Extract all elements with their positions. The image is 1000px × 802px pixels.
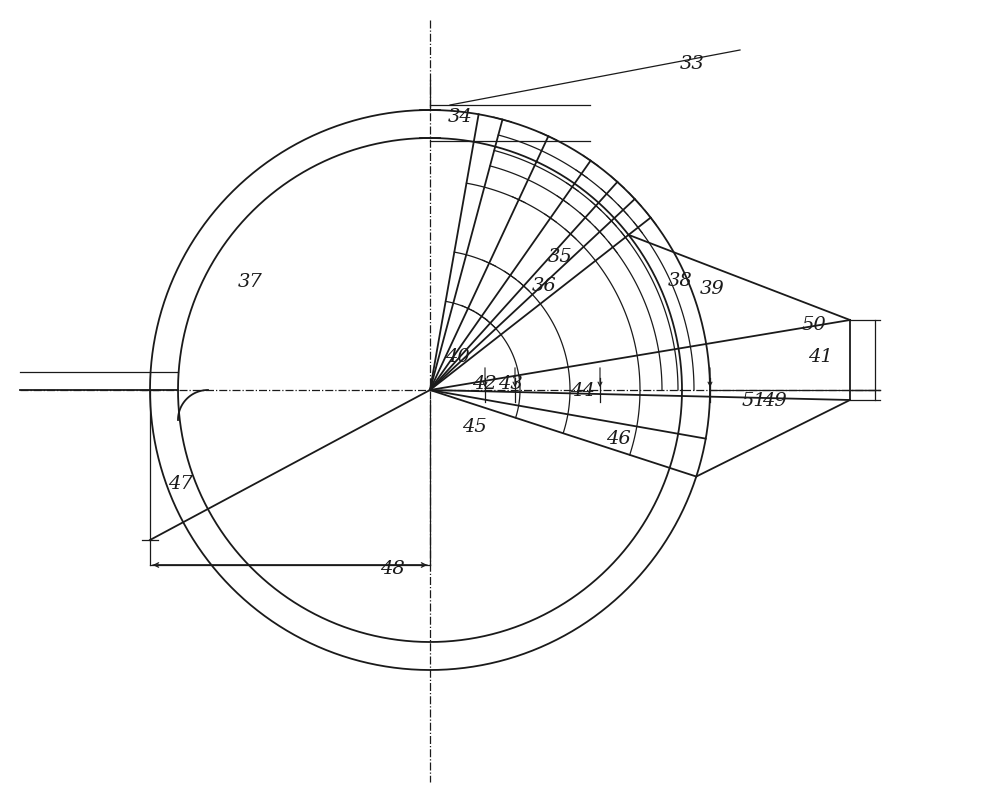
Text: 34: 34 [448, 108, 473, 126]
Text: 33: 33 [680, 55, 705, 73]
Text: 40: 40 [445, 348, 470, 366]
Text: 37: 37 [238, 273, 263, 291]
Text: 45: 45 [462, 418, 487, 436]
Text: 38: 38 [668, 272, 693, 290]
Text: 46: 46 [606, 430, 631, 448]
Text: 48: 48 [380, 560, 405, 578]
Text: 44: 44 [570, 382, 595, 400]
Text: 35: 35 [548, 248, 573, 266]
Text: 50: 50 [802, 316, 827, 334]
Text: 41: 41 [808, 348, 833, 366]
Text: 49: 49 [762, 392, 787, 410]
Text: 36: 36 [532, 277, 557, 295]
Text: 43: 43 [498, 375, 523, 393]
Text: 42: 42 [472, 375, 497, 393]
Text: 51: 51 [742, 392, 767, 410]
Text: 39: 39 [700, 280, 725, 298]
Text: 47: 47 [168, 475, 193, 493]
